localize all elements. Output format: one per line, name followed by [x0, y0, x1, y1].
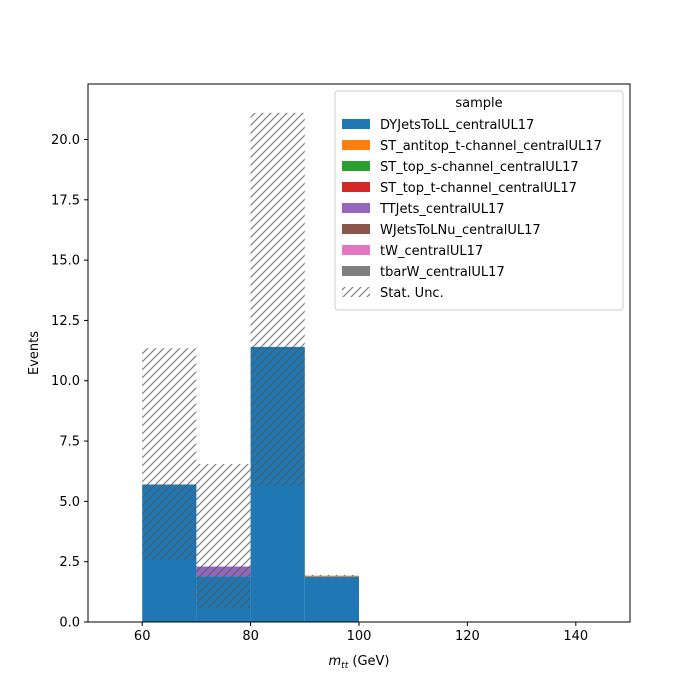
stat-unc-band-bin-2 [250, 112, 305, 486]
y-tick-label: 5.0 [59, 495, 80, 510]
y-tick-label: 12.5 [51, 314, 80, 329]
legend-label: ST_antitop_t-channel_centralUL17 [380, 139, 602, 154]
stat-unc-band-bin-1 [196, 463, 251, 609]
x-tick-label: 60 [134, 629, 151, 644]
x-tick-label: 120 [455, 629, 480, 644]
legend-label: TTJets_centralUL17 [379, 202, 505, 217]
legend: sample DYJetsToLL_centralUL17 ST_antitop_t… [334, 90, 624, 311]
x-tick-label: 80 [242, 629, 259, 644]
legend-label: ST_top_s-channel_centralUL17 [380, 160, 579, 175]
legend-swatch [342, 119, 370, 129]
y-tick-label: 2.5 [59, 555, 80, 570]
x-axis-label: mtt (GeV) [329, 654, 390, 671]
legend-swatch [342, 245, 370, 255]
legend-title: sample [455, 96, 502, 111]
stat-unc-bands [142, 112, 359, 609]
y-tick-label: 7.5 [59, 435, 80, 450]
stat-unc-band-bin-0 [142, 348, 197, 561]
legend-swatch [342, 287, 370, 297]
legend-swatch [342, 140, 370, 150]
legend-swatch [342, 224, 370, 234]
y-tick-label: 20.0 [51, 133, 80, 148]
legend-label: tW_centralUL17 [380, 244, 483, 259]
x-tick-label: 140 [563, 629, 588, 644]
y-tick-label: 17.5 [51, 193, 80, 208]
legend-swatch [342, 161, 370, 171]
legend-box [334, 90, 624, 311]
legend-swatch [342, 266, 370, 276]
legend-label: Stat. Unc. [380, 286, 444, 301]
y-tick-label: 15.0 [51, 254, 80, 269]
legend-swatch [342, 203, 370, 213]
y-tick-label: 0.0 [59, 616, 80, 631]
legend-label: DYJetsToLL_centralUL17 [380, 118, 534, 133]
stat-unc-band-bin-3 [304, 574, 359, 577]
y-axis: 0.0 2.5 5.0 7.5 10.0 12.5 15.0 17.5 20.0 [51, 133, 88, 631]
bar-DYJetsToLL_centralUL17-bin-3 [304, 576, 359, 622]
legend-label: tbarW_centralUL17 [380, 265, 505, 280]
x-tick-label: 100 [347, 629, 372, 644]
legend-label: ST_top_t-channel_centralUL17 [380, 181, 577, 196]
x-axis: 60 80 100 120 140 [134, 622, 588, 644]
legend-swatch [342, 182, 370, 192]
y-tick-label: 10.0 [51, 374, 80, 389]
legend-label: WJetsToLNu_centralUL17 [380, 223, 541, 238]
y-axis-label: Events [27, 331, 42, 375]
